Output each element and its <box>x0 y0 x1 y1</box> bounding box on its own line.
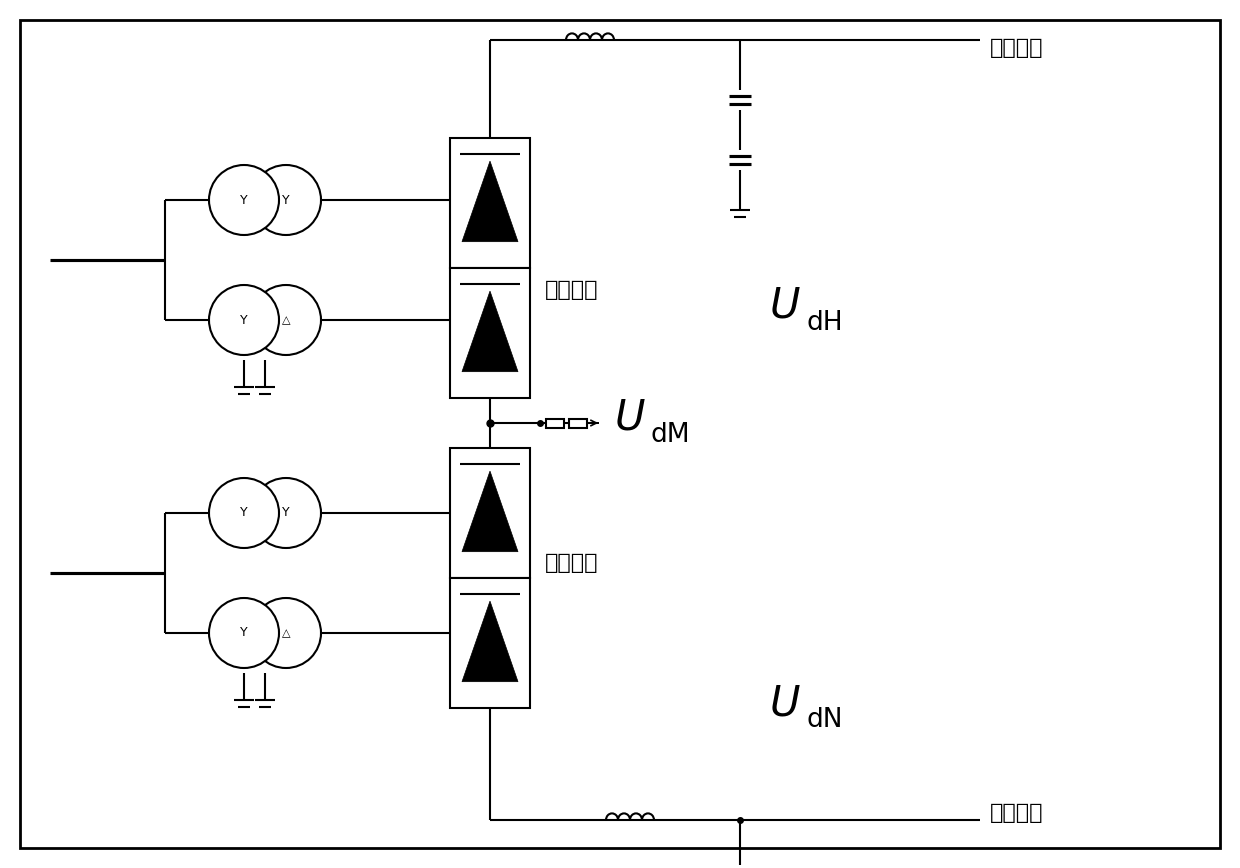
Text: Y: Y <box>283 507 290 520</box>
Text: U: U <box>770 682 801 724</box>
Bar <box>546 418 564 428</box>
Bar <box>569 418 587 428</box>
Circle shape <box>210 478 279 548</box>
Text: 低端阀组: 低端阀组 <box>546 553 599 573</box>
Polygon shape <box>463 161 518 241</box>
Bar <box>450 138 529 268</box>
Bar <box>450 578 529 708</box>
Text: Y: Y <box>241 194 248 207</box>
Text: △: △ <box>281 628 290 638</box>
Polygon shape <box>463 601 518 681</box>
Circle shape <box>250 165 321 235</box>
Polygon shape <box>463 291 518 372</box>
Text: dM: dM <box>651 422 691 448</box>
Polygon shape <box>463 471 518 552</box>
Text: Y: Y <box>241 507 248 520</box>
Circle shape <box>250 598 321 668</box>
Text: 中性母线: 中性母线 <box>990 803 1044 823</box>
Circle shape <box>210 165 279 235</box>
Text: U: U <box>770 285 801 327</box>
Text: 高端阀组: 高端阀组 <box>546 280 599 300</box>
Text: dN: dN <box>806 707 842 733</box>
Text: △: △ <box>281 315 290 325</box>
Text: 高压母线: 高压母线 <box>990 38 1044 58</box>
Circle shape <box>210 598 279 668</box>
Bar <box>450 448 529 578</box>
Bar <box>450 268 529 398</box>
Text: Y: Y <box>241 313 248 326</box>
Circle shape <box>250 285 321 355</box>
Circle shape <box>210 285 279 355</box>
Text: U: U <box>615 397 646 439</box>
Text: Y: Y <box>241 627 248 640</box>
Circle shape <box>250 478 321 548</box>
Text: Y: Y <box>283 194 290 207</box>
Text: dH: dH <box>806 310 843 336</box>
